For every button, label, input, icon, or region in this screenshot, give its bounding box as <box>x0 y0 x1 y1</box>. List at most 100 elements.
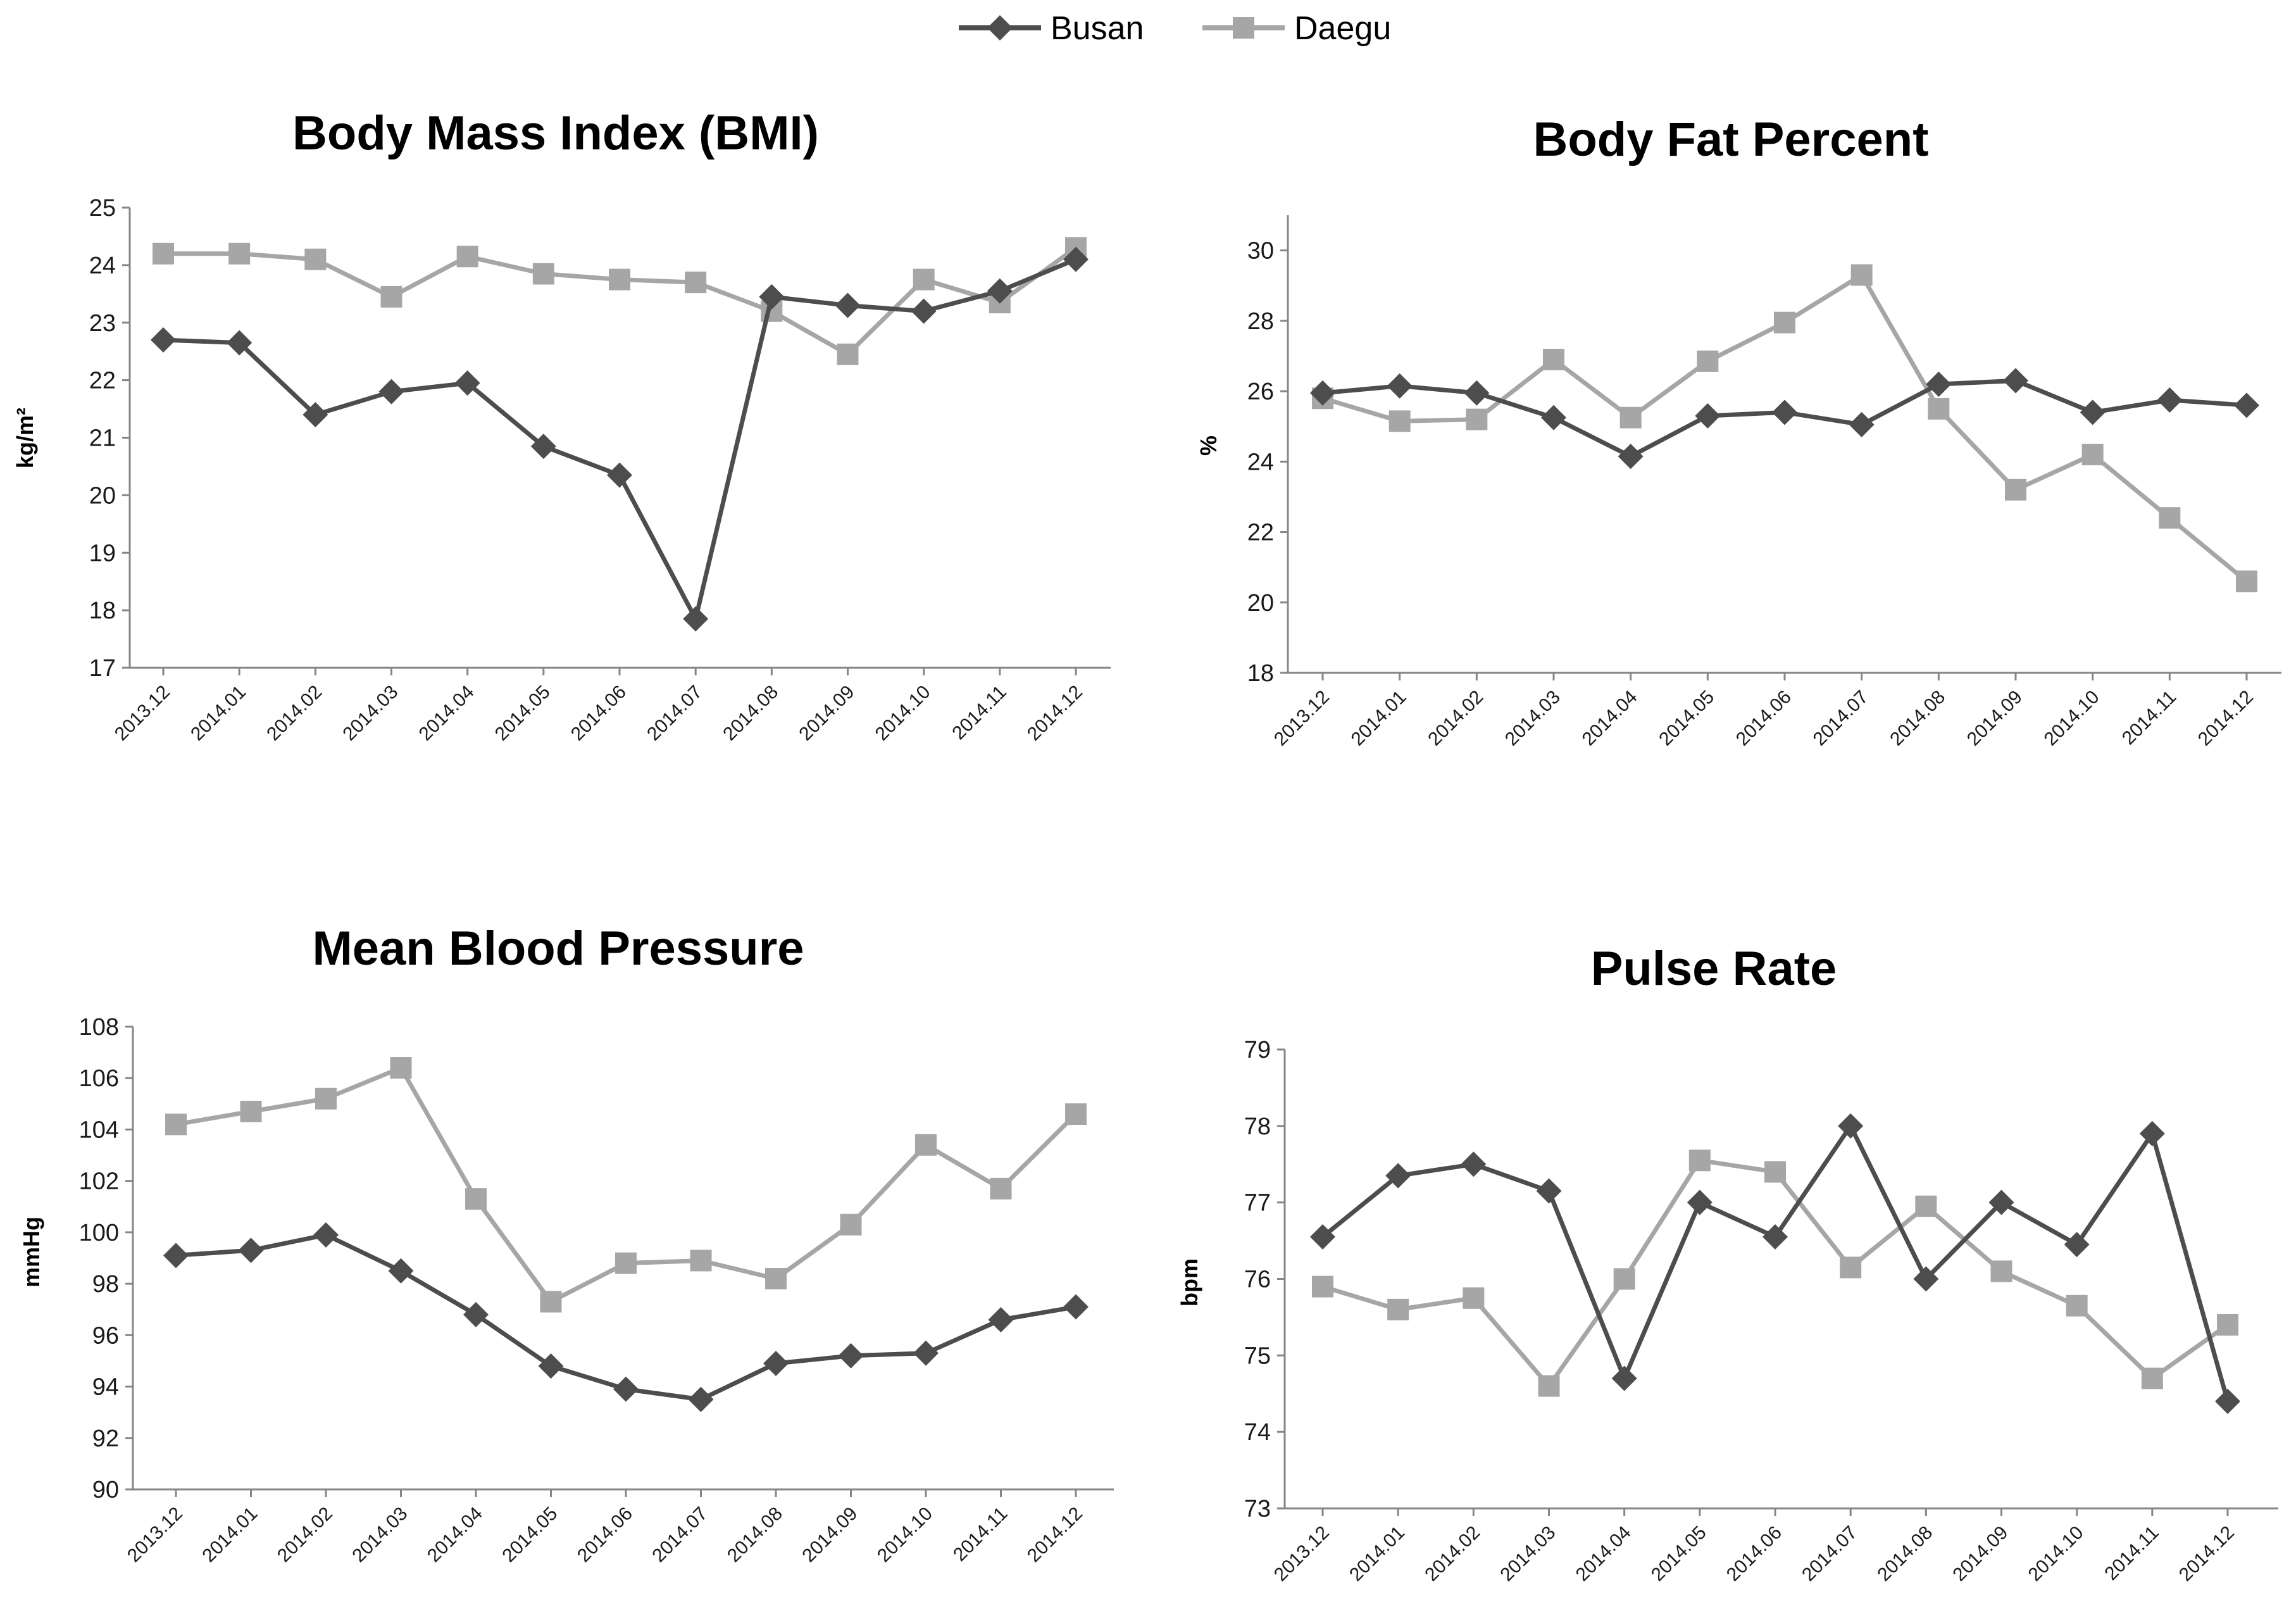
data-point-busan[interactable] <box>2139 1120 2165 1146</box>
data-point-daegu[interactable] <box>1538 1375 1560 1397</box>
data-point-daegu[interactable] <box>2081 444 2104 466</box>
data-point-daegu[interactable] <box>2005 479 2026 501</box>
data-point-busan[interactable] <box>538 1353 564 1379</box>
data-point-busan[interactable] <box>683 606 709 632</box>
data-point-busan[interactable] <box>2157 387 2183 413</box>
data-point-daegu[interactable] <box>1613 1268 1635 1290</box>
data-point-daegu[interactable] <box>913 268 935 291</box>
data-point-daegu[interactable] <box>915 1134 937 1156</box>
data-point-busan[interactable] <box>2003 368 2028 394</box>
data-point-daegu[interactable] <box>1850 264 1873 286</box>
data-point-daegu[interactable] <box>532 263 554 285</box>
data-point-busan[interactable] <box>1695 403 1721 429</box>
data-point-daegu[interactable] <box>1312 1275 1333 1298</box>
data-point-busan[interactable] <box>763 1351 789 1377</box>
data-point-daegu[interactable] <box>765 1267 787 1289</box>
data-point-daegu[interactable] <box>240 1101 262 1123</box>
data-point-busan[interactable] <box>1913 1266 1939 1292</box>
data-point-busan[interactable] <box>1849 411 1875 437</box>
legend-item-busan[interactable]: Busan <box>959 10 1144 47</box>
data-point-busan[interactable] <box>1541 404 1566 430</box>
data-point-busan[interactable] <box>988 1306 1014 1332</box>
data-point-busan[interactable] <box>1618 443 1644 469</box>
data-point-daegu[interactable] <box>2066 1294 2088 1317</box>
data-point-busan[interactable] <box>1385 1163 1411 1189</box>
data-point-daegu[interactable] <box>837 343 859 365</box>
data-point-daegu[interactable] <box>540 1291 562 1313</box>
data-point-busan[interactable] <box>1063 1294 1089 1320</box>
data-point-daegu[interactable] <box>1764 1161 1786 1183</box>
data-point-busan[interactable] <box>838 1343 864 1369</box>
data-point-daegu[interactable] <box>1387 1298 1409 1320</box>
data-point-busan[interactable] <box>2080 399 2106 425</box>
data-point-busan[interactable] <box>1838 1113 1864 1139</box>
data-point-busan[interactable] <box>1687 1189 1713 1215</box>
data-point-busan[interactable] <box>227 330 253 356</box>
data-point-busan[interactable] <box>1772 399 1797 425</box>
data-point-daegu[interactable] <box>1065 1103 1087 1125</box>
data-point-daegu[interactable] <box>1840 1256 1862 1279</box>
data-point-daegu[interactable] <box>1990 1260 2012 1282</box>
data-point-busan[interactable] <box>303 402 328 428</box>
data-point-daegu[interactable] <box>2159 507 2181 529</box>
data-point-busan[interactable] <box>1461 1151 1487 1177</box>
data-point-busan[interactable] <box>607 462 632 488</box>
data-point-busan[interactable] <box>313 1222 339 1248</box>
data-point-daegu[interactable] <box>390 1056 412 1079</box>
data-point-daegu[interactable] <box>615 1252 637 1274</box>
data-point-busan[interactable] <box>688 1386 714 1412</box>
data-point-daegu[interactable] <box>1619 406 1642 429</box>
data-point-daegu[interactable] <box>165 1113 187 1136</box>
data-point-busan[interactable] <box>613 1376 639 1402</box>
data-point-daegu[interactable] <box>1697 350 1719 372</box>
data-point-busan[interactable] <box>163 1243 189 1268</box>
data-point-busan[interactable] <box>238 1237 264 1263</box>
data-point-busan[interactable] <box>378 379 404 404</box>
data-point-daegu[interactable] <box>1466 408 1488 430</box>
data-point-daegu[interactable] <box>1543 349 1564 371</box>
data-point-busan[interactable] <box>1387 373 1413 399</box>
data-point-daegu[interactable] <box>465 1188 487 1210</box>
data-point-busan[interactable] <box>1063 246 1089 272</box>
data-point-daegu[interactable] <box>990 1177 1012 1199</box>
data-point-busan[interactable] <box>759 284 785 310</box>
legend-item-daegu[interactable]: Daegu <box>1202 10 1391 47</box>
data-point-busan[interactable] <box>1310 380 1335 406</box>
data-point-daegu[interactable] <box>2217 1314 2238 1336</box>
data-point-daegu[interactable] <box>304 248 327 270</box>
data-point-busan[interactable] <box>2064 1232 2090 1258</box>
data-point-busan[interactable] <box>388 1258 414 1284</box>
data-point-daegu[interactable] <box>840 1213 862 1236</box>
data-point-busan[interactable] <box>151 327 176 353</box>
data-point-busan[interactable] <box>987 278 1013 304</box>
data-point-daegu[interactable] <box>1915 1195 1937 1217</box>
data-point-daegu[interactable] <box>228 242 251 265</box>
data-point-daegu[interactable] <box>153 242 174 265</box>
data-point-daegu[interactable] <box>1928 398 1950 420</box>
data-point-busan[interactable] <box>1926 371 1952 397</box>
data-point-daegu[interactable] <box>456 246 478 268</box>
data-point-daegu[interactable] <box>1688 1149 1711 1172</box>
data-point-busan[interactable] <box>1988 1189 2014 1215</box>
data-point-busan[interactable] <box>1763 1224 1788 1250</box>
data-point-daegu[interactable] <box>2236 570 2257 592</box>
data-point-daegu[interactable] <box>1774 311 1795 334</box>
data-point-busan[interactable] <box>530 434 556 460</box>
data-point-daegu[interactable] <box>1463 1287 1485 1309</box>
data-point-daegu[interactable] <box>2141 1367 2163 1389</box>
data-point-daegu[interactable] <box>380 285 402 308</box>
data-point-busan[interactable] <box>1310 1224 1335 1250</box>
data-point-busan[interactable] <box>1464 380 1490 406</box>
data-point-busan[interactable] <box>1536 1178 1562 1204</box>
data-point-daegu[interactable] <box>1388 410 1411 432</box>
data-point-daegu[interactable] <box>690 1250 712 1272</box>
data-point-daegu[interactable] <box>315 1087 337 1110</box>
data-point-busan[interactable] <box>911 298 937 324</box>
data-point-busan[interactable] <box>2234 392 2259 418</box>
data-point-busan[interactable] <box>2215 1388 2240 1414</box>
data-point-busan[interactable] <box>913 1340 939 1366</box>
data-point-busan[interactable] <box>835 292 861 318</box>
data-point-busan[interactable] <box>454 370 480 396</box>
data-point-busan[interactable] <box>1611 1365 1637 1391</box>
data-point-daegu[interactable] <box>685 272 707 294</box>
